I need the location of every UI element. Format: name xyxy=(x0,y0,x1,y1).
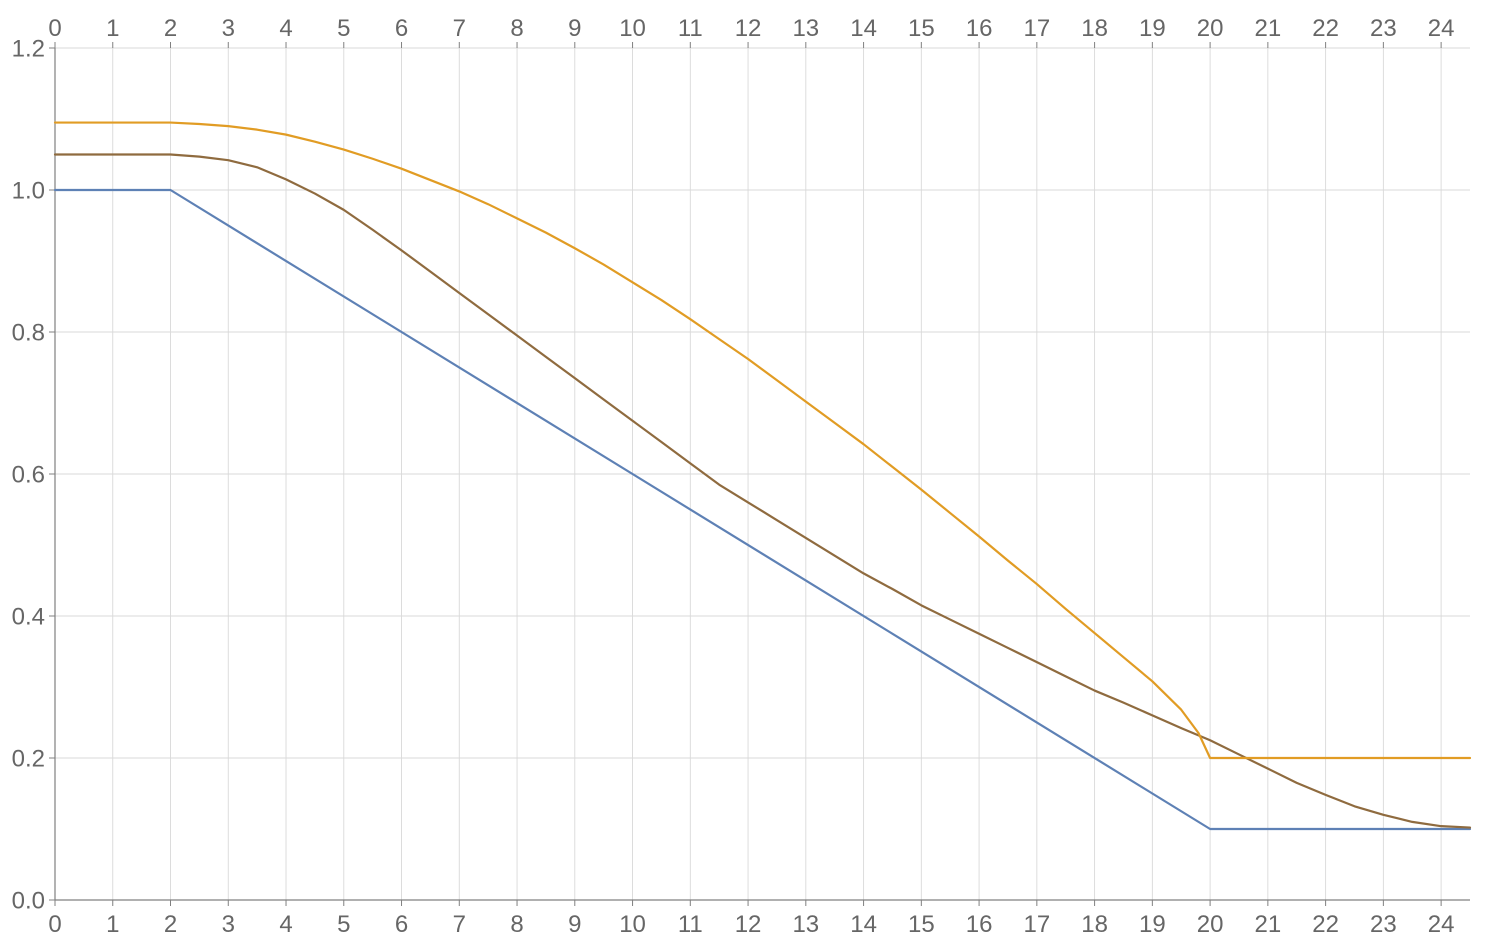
x-tick-label-top: 8 xyxy=(510,15,523,42)
x-tick-label-bottom: 23 xyxy=(1370,911,1397,938)
x-tick-label-bottom: 18 xyxy=(1081,911,1108,938)
line-chart: 0011223344556677889910101111121213131414… xyxy=(0,0,1488,942)
x-tick-label-bottom: 24 xyxy=(1428,911,1455,938)
x-tick-label-top: 21 xyxy=(1255,15,1282,42)
x-tick-label-bottom: 15 xyxy=(908,911,935,938)
x-tick-label-top: 17 xyxy=(1023,15,1050,42)
x-tick-label-bottom: 8 xyxy=(510,911,523,938)
x-tick-label-top: 9 xyxy=(568,15,581,42)
x-tick-label-top: 2 xyxy=(164,15,177,42)
x-tick-label-bottom: 16 xyxy=(966,911,993,938)
x-tick-label-top: 6 xyxy=(395,15,408,42)
chart-background xyxy=(0,0,1488,942)
x-tick-label-top: 0 xyxy=(48,15,61,42)
x-tick-label-bottom: 4 xyxy=(279,911,292,938)
x-tick-label-top: 13 xyxy=(792,15,819,42)
x-tick-label-top: 19 xyxy=(1139,15,1166,42)
x-tick-label-bottom: 21 xyxy=(1255,911,1282,938)
x-tick-label-top: 4 xyxy=(279,15,292,42)
x-tick-label-bottom: 0 xyxy=(48,911,61,938)
x-tick-label-bottom: 20 xyxy=(1197,911,1224,938)
x-tick-label-top: 5 xyxy=(337,15,350,42)
x-tick-label-top: 22 xyxy=(1312,15,1339,42)
y-tick-label-left: 0.8 xyxy=(12,319,45,346)
x-tick-label-top: 14 xyxy=(850,15,877,42)
y-tick-label-left: 0.4 xyxy=(12,603,45,630)
x-tick-label-bottom: 6 xyxy=(395,911,408,938)
x-tick-label-bottom: 7 xyxy=(453,911,466,938)
y-tick-label-left: 1.2 xyxy=(12,35,45,62)
x-tick-label-bottom: 14 xyxy=(850,911,877,938)
x-tick-label-bottom: 10 xyxy=(619,911,646,938)
y-tick-label-left: 1.0 xyxy=(12,177,45,204)
x-tick-label-bottom: 5 xyxy=(337,911,350,938)
x-tick-label-top: 24 xyxy=(1428,15,1455,42)
x-tick-label-bottom: 3 xyxy=(222,911,235,938)
y-tick-label-left: 0.0 xyxy=(12,887,45,914)
x-tick-label-top: 12 xyxy=(735,15,762,42)
x-tick-label-bottom: 2 xyxy=(164,911,177,938)
x-tick-label-top: 10 xyxy=(619,15,646,42)
x-tick-label-bottom: 17 xyxy=(1023,911,1050,938)
x-tick-label-bottom: 13 xyxy=(792,911,819,938)
x-tick-label-top: 3 xyxy=(222,15,235,42)
chart-svg: 0011223344556677889910101111121213131414… xyxy=(0,0,1488,942)
y-tick-label-left: 0.6 xyxy=(12,461,45,488)
x-tick-label-top: 23 xyxy=(1370,15,1397,42)
x-tick-label-top: 16 xyxy=(966,15,993,42)
y-tick-label-left: 0.2 xyxy=(12,745,45,772)
x-tick-label-top: 11 xyxy=(678,15,703,42)
x-tick-label-top: 20 xyxy=(1197,15,1224,42)
x-tick-label-top: 1 xyxy=(106,15,119,42)
x-tick-label-top: 7 xyxy=(453,15,466,42)
x-tick-label-bottom: 12 xyxy=(735,911,762,938)
x-tick-label-bottom: 11 xyxy=(678,911,703,938)
x-tick-label-top: 18 xyxy=(1081,15,1108,42)
x-tick-label-bottom: 9 xyxy=(568,911,581,938)
x-tick-label-bottom: 1 xyxy=(106,911,119,938)
x-tick-label-top: 15 xyxy=(908,15,935,42)
x-tick-label-bottom: 19 xyxy=(1139,911,1166,938)
x-tick-label-bottom: 22 xyxy=(1312,911,1339,938)
